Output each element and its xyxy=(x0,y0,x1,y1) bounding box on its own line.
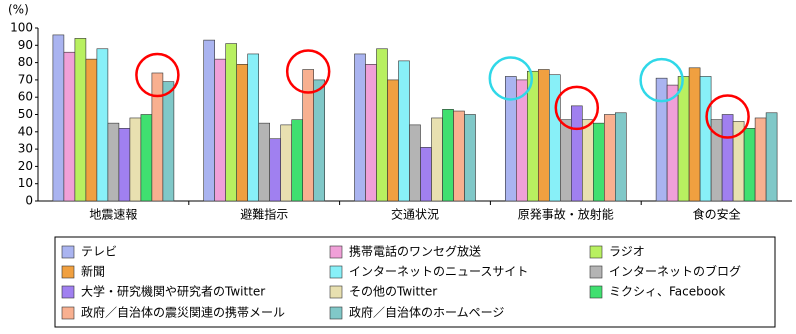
legend-label: その他のTwitter xyxy=(349,285,437,299)
x-tick-label: 交通状況 xyxy=(391,207,439,222)
y-tick-label: 70 xyxy=(18,72,33,86)
x-tick-label: 食の安全 xyxy=(693,207,741,222)
bar xyxy=(655,77,668,202)
legend-swatch xyxy=(589,245,603,259)
legend-swatch xyxy=(61,285,75,299)
bar xyxy=(258,122,271,202)
legend-label: ミクシィ、Facebook xyxy=(609,285,725,299)
y-tick-label: 100 xyxy=(10,21,33,35)
legend-label: インターネットのブログ xyxy=(609,264,741,279)
legend-swatch xyxy=(61,265,75,279)
bar xyxy=(365,64,377,202)
bar xyxy=(354,53,366,202)
y-tick-label: 60 xyxy=(18,90,33,104)
bar xyxy=(453,110,465,202)
bar xyxy=(548,74,561,202)
bar xyxy=(699,76,712,202)
bar xyxy=(269,138,282,202)
bar xyxy=(74,38,87,202)
highlight-circle xyxy=(639,57,684,103)
bar xyxy=(214,58,226,202)
y-tick-label: 80 xyxy=(18,55,33,69)
legend-label: テレビ xyxy=(81,245,117,259)
bar xyxy=(96,48,109,202)
legend-swatch xyxy=(61,306,75,320)
bar xyxy=(376,48,388,202)
bar xyxy=(537,69,550,202)
highlight-circle xyxy=(135,52,180,98)
bar xyxy=(504,76,517,202)
bar xyxy=(203,39,215,202)
bar xyxy=(313,79,326,202)
legend-box xyxy=(54,236,776,328)
y-tick-label: 90 xyxy=(18,38,33,52)
bar xyxy=(442,109,454,202)
legend-swatch xyxy=(589,285,603,299)
bar xyxy=(570,105,583,202)
bar xyxy=(291,119,304,202)
bar xyxy=(225,43,237,202)
legend-swatch xyxy=(61,245,75,259)
highlight-circle xyxy=(554,85,600,131)
legend-swatch xyxy=(329,306,343,320)
bar xyxy=(581,119,594,202)
bar xyxy=(63,51,76,202)
bar xyxy=(677,76,690,202)
bar xyxy=(420,147,432,202)
bar xyxy=(162,81,175,202)
legend-swatch xyxy=(329,265,343,279)
legend-label: インターネットのニュースサイト xyxy=(349,265,528,279)
bar xyxy=(140,114,153,202)
y-unit-label: (%) xyxy=(8,3,29,17)
bar xyxy=(754,117,767,202)
legend-swatch xyxy=(329,245,343,259)
bar xyxy=(666,84,679,202)
bar xyxy=(743,128,756,202)
bar xyxy=(614,112,627,202)
highlight-circle xyxy=(488,56,534,101)
bar xyxy=(398,60,410,202)
y-tick-label: 30 xyxy=(18,142,33,156)
bar xyxy=(603,114,616,202)
y-tick-label: 50 xyxy=(18,107,33,121)
bar xyxy=(236,64,248,202)
legend-label: 新聞 xyxy=(81,264,105,279)
bar xyxy=(559,119,572,202)
bar xyxy=(107,122,120,202)
legend-label: 携帯電話のワンセグ放送 xyxy=(349,244,481,259)
x-tick-label: 避難指示 xyxy=(240,207,288,222)
legend-label: ラジオ xyxy=(609,245,645,259)
highlight-circle xyxy=(285,49,331,94)
y-tick-label: 40 xyxy=(18,124,33,138)
bar xyxy=(302,69,315,202)
bar xyxy=(85,58,98,202)
legend-label: 大学・研究機関や研究者のTwitter xyxy=(81,284,265,299)
bar xyxy=(387,79,399,202)
legend-label: 政府／自治体のホームページ xyxy=(349,305,504,320)
bar xyxy=(247,53,259,202)
bar xyxy=(592,122,605,202)
bar xyxy=(280,124,293,202)
bar xyxy=(409,124,421,202)
bar xyxy=(721,114,734,202)
legend-swatch xyxy=(329,285,343,299)
bar xyxy=(118,128,131,202)
highlight-circle xyxy=(705,94,750,139)
x-tick-label: 地震速報 xyxy=(89,208,137,222)
legend-swatch xyxy=(589,265,603,279)
y-tick-label: 20 xyxy=(18,159,33,173)
legend-label: 政府／自治体の震災関連の携帯メール xyxy=(81,305,285,320)
y-tick-label: 10 xyxy=(18,176,33,190)
bar xyxy=(52,34,65,202)
bar xyxy=(688,67,701,202)
bar xyxy=(765,112,778,202)
bar xyxy=(464,114,476,202)
y-tick-label: 0 xyxy=(25,194,33,208)
bar xyxy=(431,117,443,202)
bar xyxy=(129,117,142,202)
x-tick-label: 原発事故・放射能 xyxy=(518,207,614,222)
bar xyxy=(151,72,164,202)
